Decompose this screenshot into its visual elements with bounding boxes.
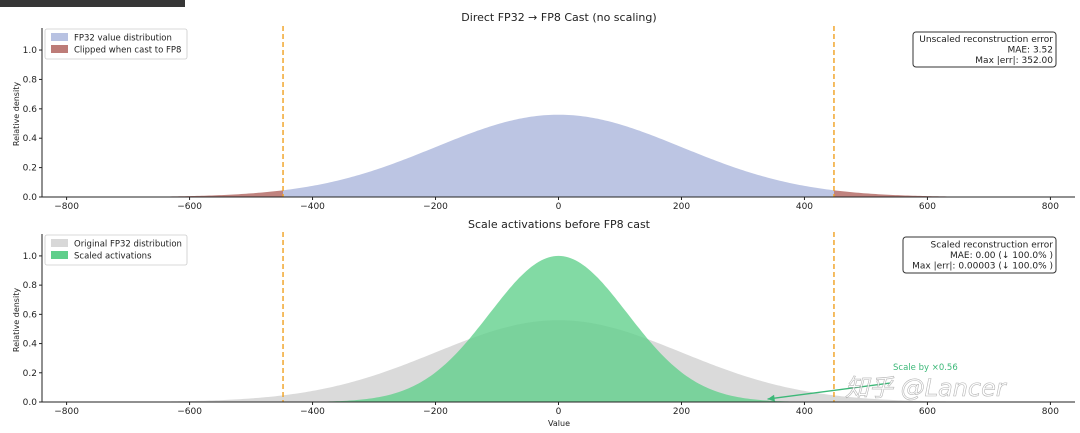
scale-arrow-shaft: [767, 382, 891, 400]
top-areas: [66, 114, 1051, 197]
top-xtick-label-8: 800: [1042, 202, 1059, 212]
bottom-legend-swatch-0: [51, 239, 68, 247]
bottom-legend-label-1: Scaled activations: [74, 252, 152, 262]
top-xtick-label-6: 400: [796, 202, 813, 212]
top-xtick-label-3: −200: [423, 202, 448, 212]
top-legend-swatch-1: [51, 45, 68, 53]
watermark: 知乎 @Lancer: [845, 374, 1008, 402]
bottom-xtick-label-4: 0: [556, 407, 562, 417]
bottom-areas: [66, 255, 1051, 402]
bottom-ytick-label-5: 1.0: [23, 252, 38, 262]
top-area-series-0-segment-0: [283, 114, 834, 197]
bottom-error-line-0: Scaled reconstruction error: [931, 241, 1054, 251]
scale-arrow-head: [767, 394, 775, 402]
top-xtick-label-1: −600: [177, 202, 202, 212]
top-error-box: Unscaled reconstruction error MAE: 3.52 …: [912, 31, 1057, 68]
top-ytick-label-1: 0.2: [23, 164, 37, 174]
top-ytick-label-4: 0.8: [23, 75, 38, 85]
top-legend-swatch-0: [51, 33, 68, 41]
bottom-xtick-label-2: −400: [300, 407, 325, 417]
bottom-ytick-label-3: 0.6: [23, 310, 38, 320]
bottom-ytick-label-1: 0.2: [23, 369, 37, 379]
top-xtick-label-4: 0: [556, 202, 562, 212]
partial-header-strip: [0, 0, 185, 7]
bottom-ylabel: Relative density: [12, 288, 21, 352]
scale-arrow-label: Scale by ×0.56: [893, 363, 958, 373]
bottom-ytick-label-0: 0.0: [23, 398, 38, 408]
top-error-line-2: Max |err|: 352.00: [975, 56, 1053, 66]
bottom-xtick-label-3: −200: [423, 407, 448, 417]
bottom-fp8-limits: [282, 232, 835, 402]
bottom-legend-frame: [44, 234, 188, 266]
top-xtick-label-5: 200: [673, 202, 690, 212]
top-xtick-label-7: 600: [919, 202, 936, 212]
top-panel: Direct FP32 → FP8 Cast (no scaling) −800…: [12, 11, 1075, 212]
bottom-legend-label-0: Original FP32 distribution: [74, 240, 182, 250]
bottom-error-line-2: Max |err|: 0.00003 (↓ 100.0% ): [912, 262, 1053, 272]
top-ytick-label-2: 0.4: [23, 134, 38, 144]
top-ytick-label-0: 0.0: [23, 193, 38, 203]
top-xtick-label-0: −800: [54, 202, 79, 212]
bottom-panel: Scale activations before FP8 cast −800 −6…: [12, 218, 1075, 428]
bottom-xtick-label-6: 400: [796, 407, 813, 417]
bottom-area-series-1-segment-0: [66, 255, 1051, 402]
bottom-xtick-label-0: −800: [54, 407, 79, 417]
top-ytick-label-3: 0.6: [23, 105, 38, 115]
top-axes: −800 −600 −400 −200 0 200 400 600 800 0.0 0.2 0.4 0.…: [23, 28, 1075, 212]
bottom-xtick-label-1: −600: [177, 407, 202, 417]
top-ytick-label-5: 1.0: [23, 46, 38, 56]
top-legend-label-1: Clipped when cast to FP8: [74, 46, 181, 56]
top-error-box-frame: [912, 31, 1057, 68]
bottom-error-line-1: MAE: 0.00 (↓ 100.0% ): [950, 251, 1053, 261]
top-fp8-limits: [282, 26, 835, 197]
top-area-series-1-segment-0: [66, 190, 283, 197]
top-legend-label-0: FP32 value distribution: [74, 34, 172, 44]
bottom-xtick-label-7: 600: [919, 407, 936, 417]
top-area-series-1-segment-1: [834, 190, 1051, 197]
top-chart-title: Direct FP32 → FP8 Cast (no scaling): [461, 11, 656, 24]
top-legend-frame: [44, 28, 188, 60]
scale-arrow: [767, 382, 891, 402]
top-legend: FP32 value distribution Clipped when cas…: [44, 28, 188, 60]
bottom-ytick-label-4: 0.8: [23, 281, 38, 291]
top-error-line-1: MAE: 3.52: [1007, 46, 1053, 56]
bottom-error-box-frame: [902, 236, 1057, 274]
bottom-legend: Original FP32 distribution Scaled activa…: [44, 234, 188, 266]
top-ylabel: Relative density: [12, 82, 21, 146]
bottom-axes: −800 −600 −400 −200 0 200 400 600 800 0.0 0.2 0.4 0.…: [23, 234, 1075, 417]
bottom-xlabel: Value: [548, 419, 570, 428]
bottom-chart-title: Scale activations before FP8 cast: [468, 218, 651, 231]
bottom-xtick-label-8: 800: [1042, 407, 1059, 417]
bottom-xtick-label-5: 200: [673, 407, 690, 417]
bottom-ytick-label-2: 0.4: [23, 340, 38, 350]
bottom-error-box: Scaled reconstruction error MAE: 0.00 (↓…: [902, 236, 1057, 274]
top-xtick-label-2: −400: [300, 202, 325, 212]
top-error-line-0: Unscaled reconstruction error: [919, 35, 1053, 45]
bottom-legend-swatch-1: [51, 251, 68, 259]
